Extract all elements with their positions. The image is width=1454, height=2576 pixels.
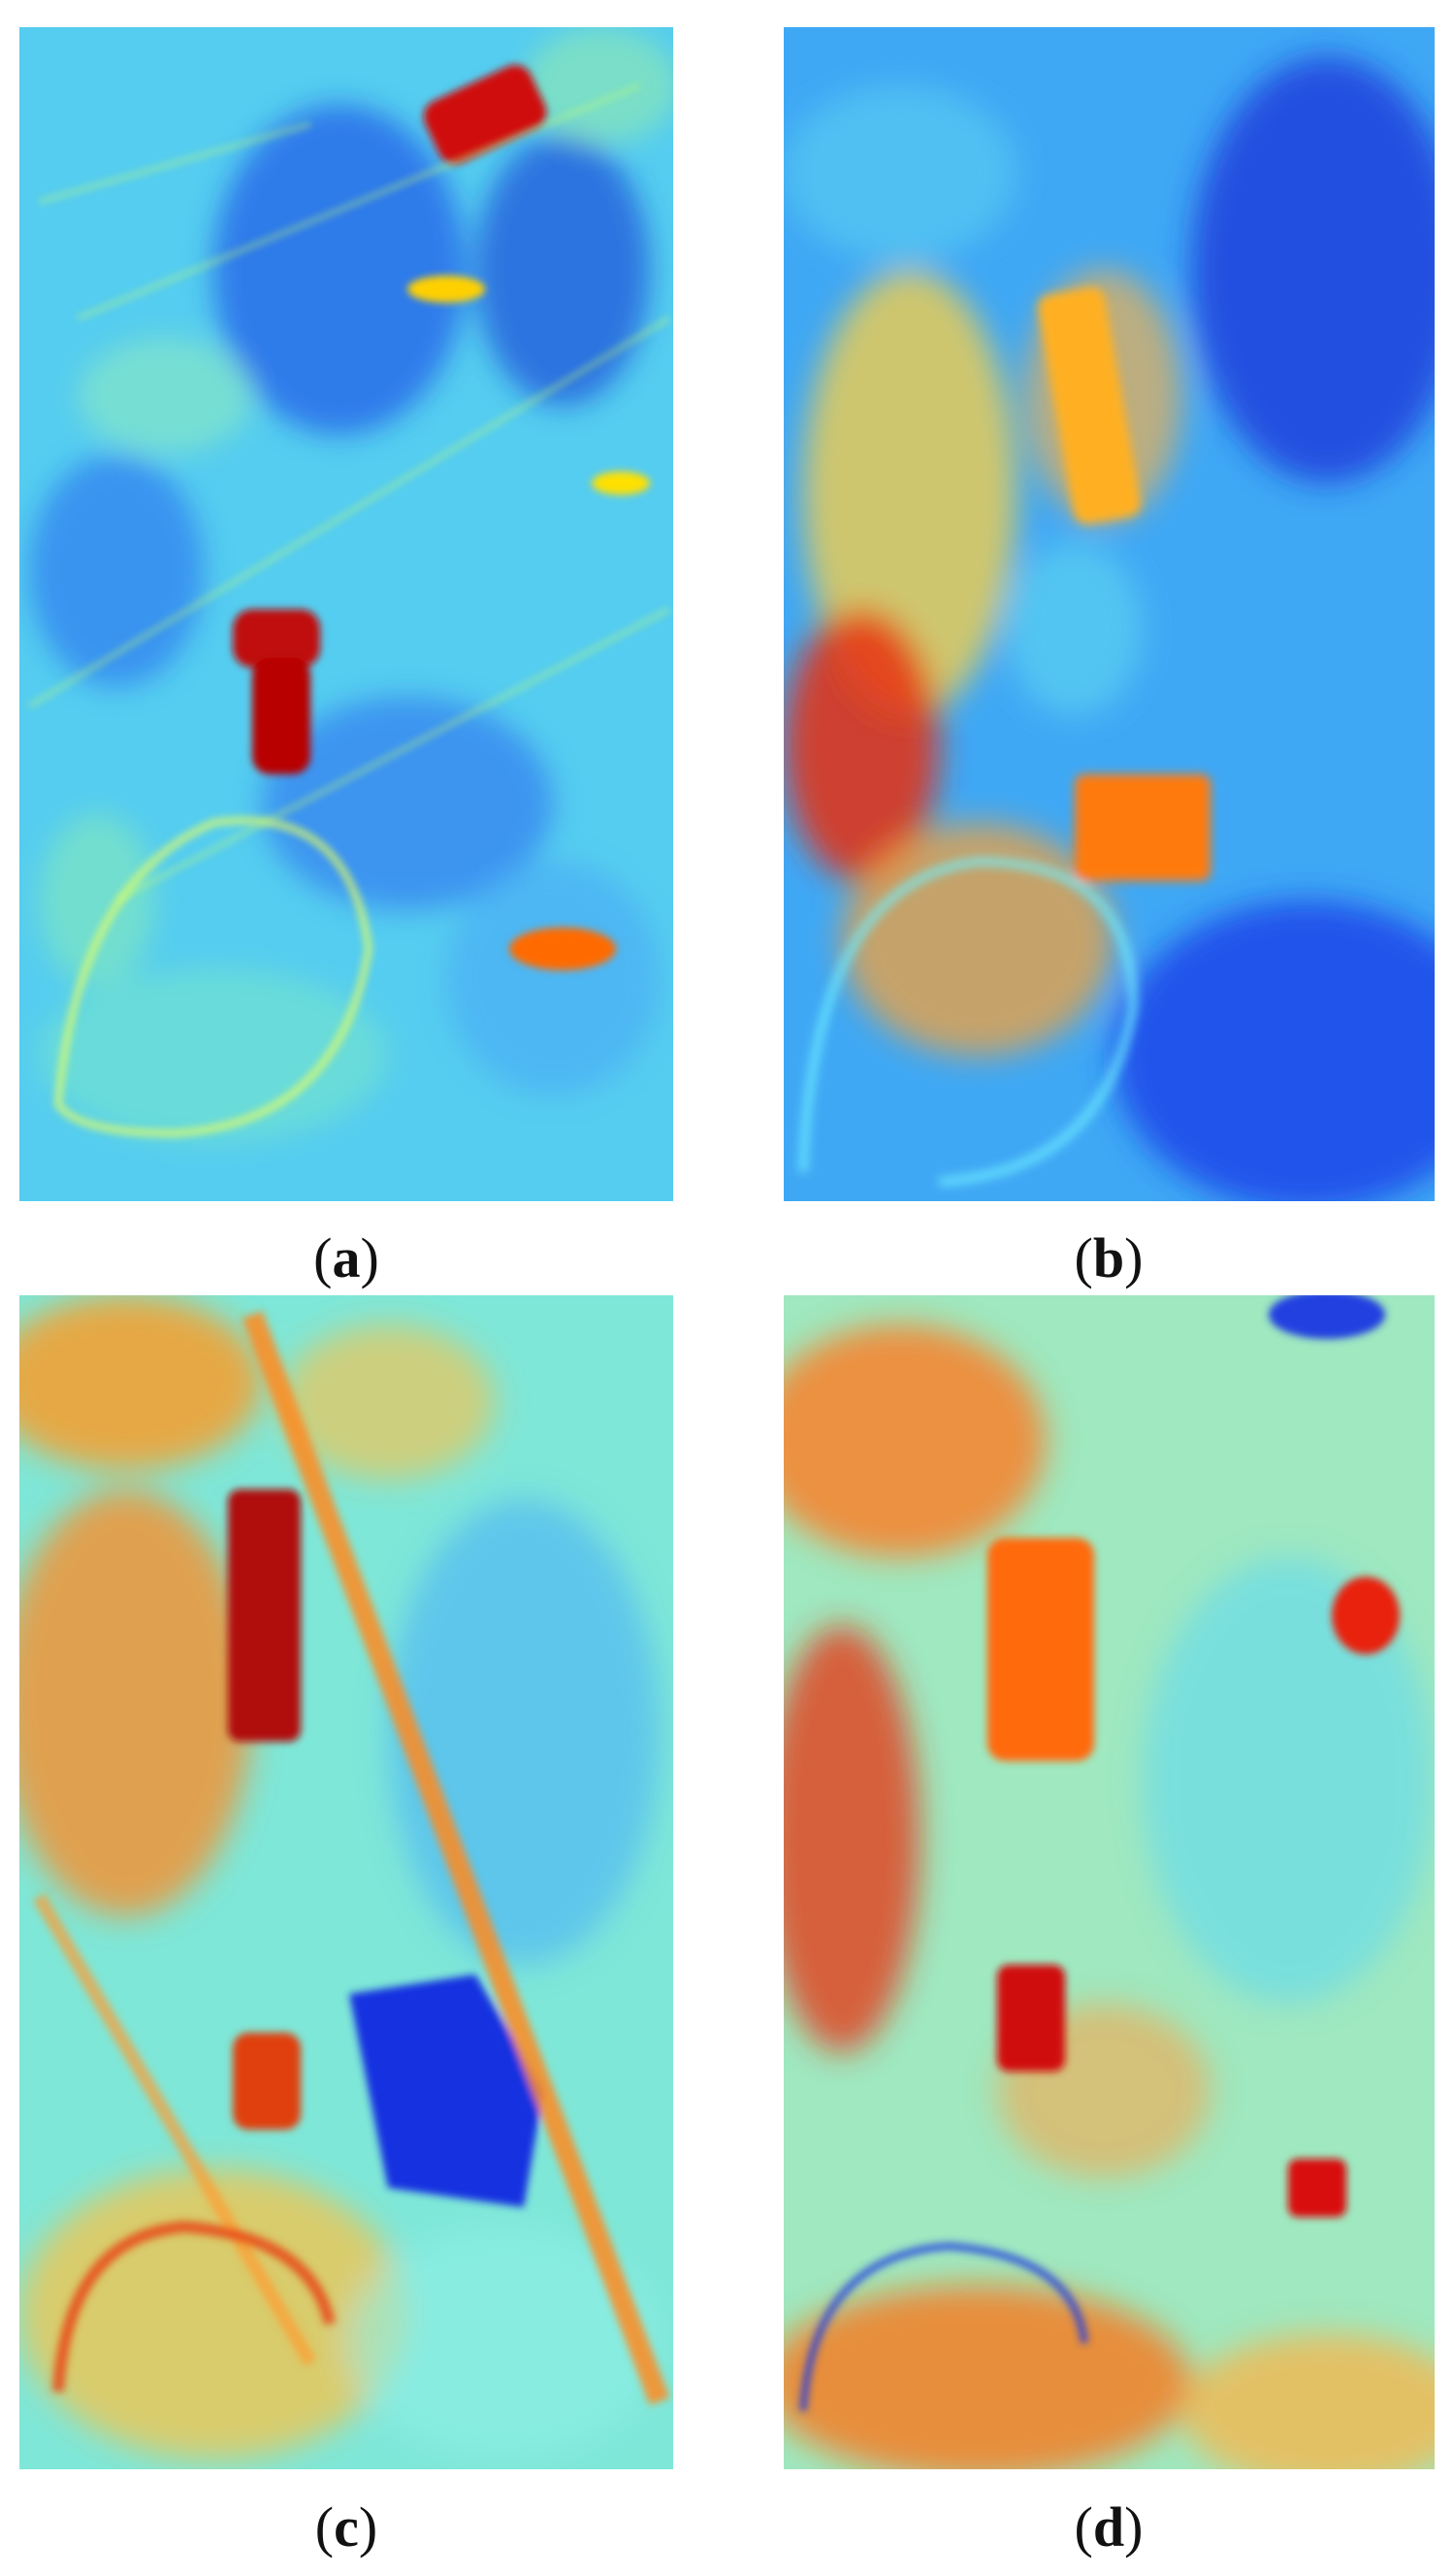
heatmap-image-c <box>19 1295 673 2469</box>
heatmap-panel-c <box>19 1295 673 2469</box>
heatmap-panel-a <box>19 27 673 1201</box>
heatmap-image-a <box>19 27 673 1201</box>
caption-d-letter: d <box>1092 2495 1125 2559</box>
caption-d: (d) <box>963 2494 1254 2561</box>
caption-b-close: ) <box>1124 1226 1144 1289</box>
caption-a-letter: a <box>332 1226 361 1289</box>
heatmap-image-d <box>784 1295 1435 2469</box>
caption-a-open: ( <box>313 1226 333 1289</box>
heatmap-panel-d <box>784 1295 1435 2469</box>
caption-c-close: ) <box>358 2495 378 2559</box>
caption-c: (c) <box>201 2494 492 2561</box>
caption-b-open: ( <box>1074 1226 1093 1289</box>
caption-c-letter: c <box>334 2495 359 2559</box>
caption-d-close: ) <box>1124 2495 1144 2559</box>
caption-a-close: ) <box>360 1226 379 1289</box>
heatmap-image-b <box>784 27 1435 1201</box>
caption-a: (a) <box>201 1224 492 1292</box>
heatmap-panel-b <box>784 27 1435 1201</box>
caption-c-open: ( <box>314 2495 335 2559</box>
caption-b-letter: b <box>1092 1226 1125 1289</box>
caption-b: (b) <box>963 1224 1254 1292</box>
caption-d-open: ( <box>1074 2495 1093 2559</box>
